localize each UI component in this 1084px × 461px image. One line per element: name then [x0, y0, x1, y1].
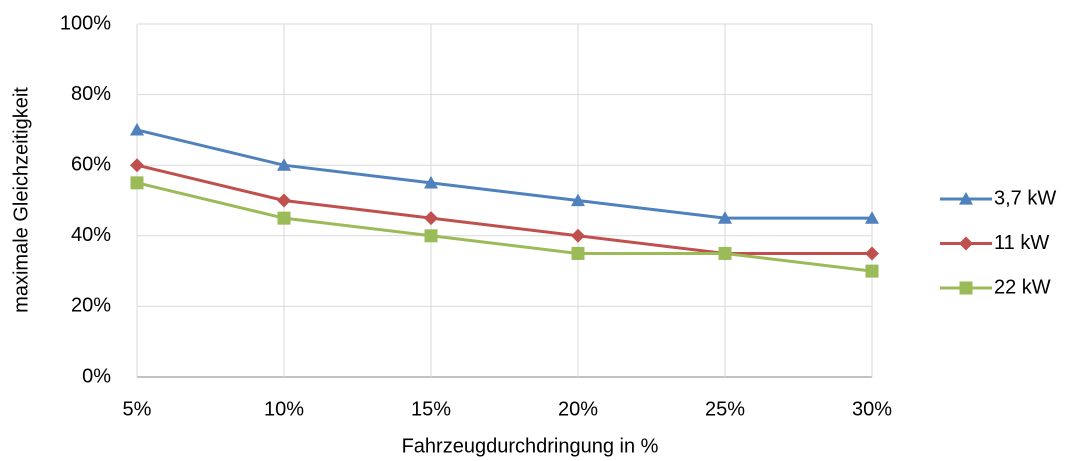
marker	[865, 246, 879, 261]
marker	[130, 176, 144, 190]
y-tick-label: 100%	[60, 12, 111, 34]
marker	[571, 246, 585, 260]
x-axis-label: Fahrzeugdurchdringung in %	[402, 435, 659, 457]
y-tick-label: 20%	[71, 295, 111, 317]
marker	[865, 264, 879, 278]
legend-label: 3,7 kW	[994, 187, 1056, 209]
series-line	[136, 163, 872, 255]
marker	[424, 229, 438, 243]
legend-marker	[959, 236, 973, 251]
y-tick-label: 0%	[82, 365, 111, 387]
marker	[277, 211, 291, 225]
y-tick-label: 40%	[71, 224, 111, 246]
x-tick-label: 30%	[852, 398, 892, 420]
marker	[424, 175, 438, 189]
x-tick-label: 25%	[705, 398, 745, 420]
marker	[571, 193, 585, 207]
series-line	[136, 181, 873, 273]
series-line	[136, 128, 872, 220]
x-tick-label: 10%	[264, 398, 304, 420]
legend-marker	[959, 281, 973, 295]
legend-label: 11 kW	[994, 232, 1049, 254]
marker	[130, 158, 144, 173]
y-axis-label: maximale Gleichzeitigkeit	[10, 87, 32, 313]
legend-label: 22 kW	[994, 276, 1051, 298]
x-tick-label: 5%	[123, 398, 152, 420]
marker	[424, 211, 438, 226]
marker	[277, 193, 291, 208]
x-tick-label: 20%	[558, 398, 598, 420]
x-tick-label: 15%	[411, 398, 451, 420]
y-tick-label: 80%	[71, 83, 111, 105]
marker	[718, 211, 732, 224]
marker	[718, 246, 732, 260]
y-tick-label: 60%	[71, 153, 111, 175]
legend-marker	[959, 192, 973, 205]
marker	[571, 228, 585, 243]
marker	[865, 211, 879, 224]
marker	[130, 122, 144, 136]
marker	[277, 158, 291, 171]
